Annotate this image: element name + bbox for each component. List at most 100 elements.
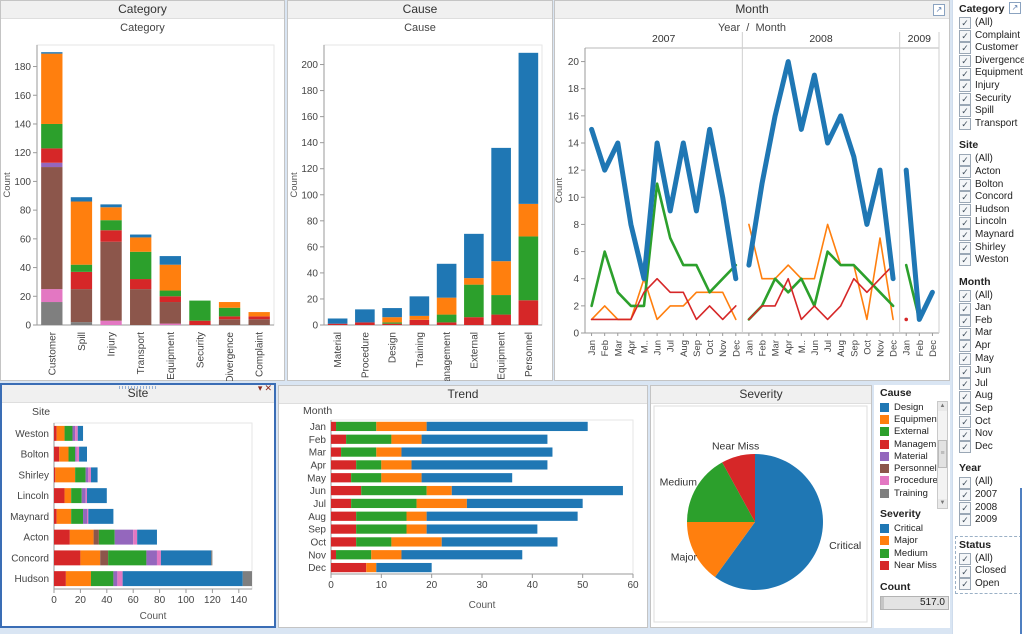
bar-segment-Jan-Critical[interactable] <box>426 421 588 432</box>
bar-segment-Concord-Material[interactable] <box>146 550 157 566</box>
line-2008-Major[interactable] <box>748 223 894 321</box>
bar-segment-Weston-Design[interactable] <box>77 425 84 441</box>
pie-slice-Near Miss[interactable] <box>722 453 755 522</box>
filter-checkbox-row[interactable]: ✓ Aug <box>959 390 1024 403</box>
bar-segment-Design-Critical[interactable] <box>382 308 402 318</box>
bar-segment-Hudson-Training[interactable] <box>242 571 252 587</box>
checkbox-checked-icon[interactable]: ✓ <box>959 553 971 566</box>
bar-segment-Jul-Near Miss[interactable] <box>331 498 352 509</box>
bar-segment-Jan-Major[interactable] <box>376 421 427 432</box>
bar-segment-Jun-Medium[interactable] <box>361 485 427 496</box>
bar-segment-Apr-Major[interactable] <box>381 460 412 470</box>
bar-segment-Weston-External[interactable] <box>64 425 73 441</box>
filter-checkbox-row[interactable]: ✓ Lincoln <box>959 216 1024 229</box>
bar-segment-Complaint-Personnel[interactable] <box>248 319 270 325</box>
bar-segment-Concord-Equipment[interactable] <box>80 550 101 566</box>
bar-segment-Feb-Medium[interactable] <box>346 434 392 444</box>
bar-segment-Shirley-Equipment[interactable] <box>55 467 76 483</box>
checkbox-checked-icon[interactable]: ✓ <box>959 29 971 42</box>
filter-checkbox-row[interactable]: ✓ Oct <box>959 416 1024 429</box>
bar-segment-Injury-Procedure[interactable] <box>100 320 122 325</box>
filter-checkbox-row[interactable]: ✓ Hudson <box>959 204 1024 217</box>
bar-segment-Bolton-Management[interactable] <box>54 446 60 462</box>
bar-segment-Acton-Management[interactable] <box>54 529 70 545</box>
bar-segment-Customer-External[interactable] <box>41 123 63 149</box>
checkbox-checked-icon[interactable]: ✓ <box>959 153 971 166</box>
bar-segment-Aug-Near Miss[interactable] <box>331 511 357 521</box>
filter-checkbox-row[interactable]: ✓ Injury <box>959 80 1024 93</box>
filter-checkbox-row[interactable]: ✓ Feb <box>959 315 1024 328</box>
bar-segment-Sep-Medium[interactable] <box>356 524 407 534</box>
bar-segment-Shirley-Management[interactable] <box>54 467 56 483</box>
scrollbar-thumb[interactable]: ≡ <box>938 440 947 468</box>
bar-segment-Management-Near Miss[interactable] <box>436 322 457 325</box>
line-2008-Medium[interactable] <box>747 250 895 321</box>
bar-segment-Acton-External[interactable] <box>98 529 115 545</box>
cause-legend-scrollbar[interactable]: ▲ ≡ ▼ <box>937 401 948 509</box>
checkbox-checked-icon[interactable]: ✓ <box>959 514 971 527</box>
point-2009-Near Miss[interactable] <box>904 317 909 322</box>
filter-checkbox-row[interactable]: ✓ Transport <box>959 118 1024 131</box>
legend-item[interactable]: Personnel <box>880 462 950 474</box>
bar-segment-Personnel-Major[interactable] <box>518 203 539 237</box>
bar-segment-External-Near Miss[interactable] <box>464 317 484 325</box>
bar-segment-Concord-Training[interactable] <box>211 550 213 566</box>
bar-segment-Hudson-External[interactable] <box>90 571 114 587</box>
bar-segment-Apr-Near Miss[interactable] <box>331 460 357 470</box>
legend-item[interactable]: Procedure <box>880 475 950 487</box>
filter-checkbox-row[interactable]: ✓ Security <box>959 93 1024 106</box>
bar-segment-Acton-Personnel[interactable] <box>93 529 99 545</box>
bar-segment-Maynard-Material[interactable] <box>83 508 87 524</box>
bar-segment-External-Medium[interactable] <box>464 284 484 318</box>
bar-segment-Maynard-Design[interactable] <box>88 508 114 524</box>
bar-segment-Aug-Critical[interactable] <box>426 511 578 521</box>
bar-segment-Lincoln-External[interactable] <box>71 488 82 504</box>
line-2008-Critical[interactable] <box>746 59 896 282</box>
bar-segment-Aug-Major[interactable] <box>406 511 427 521</box>
bar-segment-Training-Near Miss[interactable] <box>409 319 430 325</box>
bar-segment-Sep-Major[interactable] <box>406 524 427 534</box>
checkbox-checked-icon[interactable]: ✓ <box>959 352 971 365</box>
bar-segment-Shirley-External[interactable] <box>75 467 86 483</box>
filter-checkbox-row[interactable]: ✓ May <box>959 353 1024 366</box>
checkbox-checked-icon[interactable]: ✓ <box>959 105 971 118</box>
bar-segment-Mar-Near Miss[interactable] <box>331 447 342 457</box>
checkbox-checked-icon[interactable]: ✓ <box>959 365 971 378</box>
bar-segment-Maynard-Procedure[interactable] <box>87 508 89 524</box>
bar-segment-Personnel-Medium[interactable] <box>518 236 539 301</box>
bar-segment-Sep-Near Miss[interactable] <box>331 524 357 534</box>
bar-segment-Sep-Critical[interactable] <box>426 524 538 534</box>
bar-segment-Lincoln-Procedure[interactable] <box>85 488 87 504</box>
bar-segment-Injury-External[interactable] <box>100 220 122 231</box>
bar-segment-External-Critical[interactable] <box>464 233 484 279</box>
bar-segment-Customer-Personnel[interactable] <box>41 167 63 290</box>
bar-segment-Equipment-External[interactable] <box>159 290 181 297</box>
filter-checkbox-row[interactable]: ✓ 2009 <box>959 514 1024 527</box>
filter-checkbox-row[interactable]: ✓ Closed <box>959 565 1018 578</box>
bar-segment-Jul-Critical[interactable] <box>466 498 583 509</box>
legend-item[interactable]: Managem.. <box>880 438 950 450</box>
bar-segment-Injury-Equipment[interactable] <box>100 207 122 221</box>
checkbox-checked-icon[interactable]: ✓ <box>959 441 971 454</box>
filter-checkbox-row[interactable]: ✓ Bolton <box>959 179 1024 192</box>
checkbox-checked-icon[interactable]: ✓ <box>959 415 971 428</box>
filter-checkbox-row[interactable]: ✓ Equipment <box>959 67 1024 80</box>
checkbox-checked-icon[interactable]: ✓ <box>959 565 971 578</box>
bar-segment-Acton-Material[interactable] <box>114 529 134 545</box>
bar-segment-Lincoln-Design[interactable] <box>87 488 107 504</box>
export-icon[interactable]: ↗ <box>933 4 945 16</box>
filter-checkbox-row[interactable]: ✓ (All) <box>959 290 1024 303</box>
bar-segment-External-Major[interactable] <box>464 278 484 285</box>
bar-segment-Aug-Medium[interactable] <box>356 511 407 521</box>
bar-segment-Training-Major[interactable] <box>409 315 430 320</box>
bar-segment-Customer-Training[interactable] <box>41 302 63 325</box>
bar-segment-Design-Near Miss[interactable] <box>382 323 402 325</box>
bar-segment-Oct-Medium[interactable] <box>356 537 392 547</box>
bar-segment-Nov-Critical[interactable] <box>401 550 523 560</box>
filter-checkbox-row[interactable]: ✓ 2008 <box>959 502 1024 515</box>
bar-segment-Dec-Near Miss[interactable] <box>331 562 367 573</box>
checkbox-checked-icon[interactable]: ✓ <box>959 178 971 191</box>
bar-segment-Customer-Design[interactable] <box>41 52 63 54</box>
bar-segment-Spill-Personnel[interactable] <box>70 289 93 323</box>
checkbox-checked-icon[interactable]: ✓ <box>959 67 971 80</box>
